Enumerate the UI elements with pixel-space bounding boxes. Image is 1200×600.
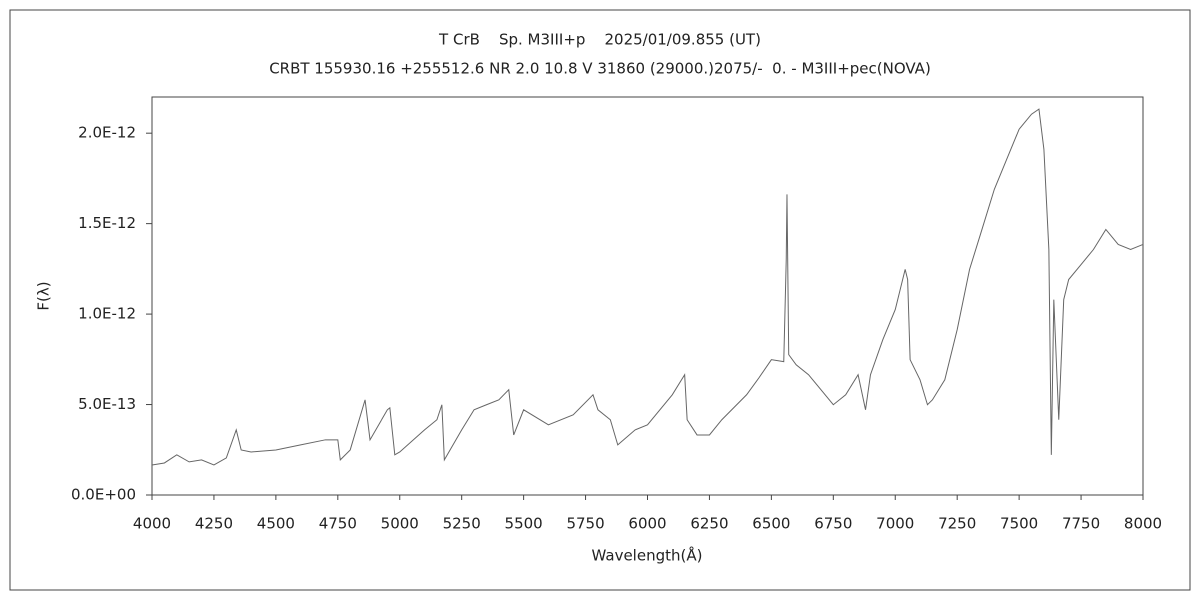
x-tick-label: 8000 [1124, 515, 1162, 533]
frame [9, 9, 1191, 591]
x-tick-label: 4250 [195, 515, 233, 533]
y-tick-label: 5.0E-13 [78, 395, 136, 413]
x-tick-label: 5500 [505, 515, 543, 533]
chart-subtitle: CRBT 155930.16 +255512.6 NR 2.0 10.8 V 3… [269, 60, 931, 78]
x-tick-label: 5000 [381, 515, 419, 533]
y-tick-label: 1.0E-12 [78, 305, 136, 323]
x-tick-label: 5250 [443, 515, 481, 533]
y-axis-label: F(λ) [35, 281, 53, 310]
x-tick-label: 7000 [876, 515, 914, 533]
x-tick-label: 4000 [133, 515, 171, 533]
plot-area [151, 96, 1144, 496]
y-tick-label: 0.0E+00 [71, 486, 136, 504]
x-tick-label: 6000 [628, 515, 666, 533]
x-tick-label: 7750 [1062, 515, 1100, 533]
chart-title: T CrB Sp. M3III+p 2025/01/09.855 (UT) [438, 31, 761, 49]
x-tick-label: 6250 [690, 515, 728, 533]
x-tick-label: 7500 [1000, 515, 1038, 533]
y-tick-label: 1.5E-12 [78, 214, 136, 232]
spectrum-line [151, 108, 1144, 466]
y-tick-label: 2.0E-12 [78, 124, 136, 142]
x-tick-label: 7250 [938, 515, 976, 533]
x-tick-label: 4750 [319, 515, 357, 533]
x-tick-label: 4500 [257, 515, 295, 533]
x-tick-label: 6750 [814, 515, 852, 533]
x-tick-label: 6500 [752, 515, 790, 533]
x-tick-label: 5750 [566, 515, 604, 533]
x-axis-label: Wavelength(Å) [592, 546, 703, 565]
